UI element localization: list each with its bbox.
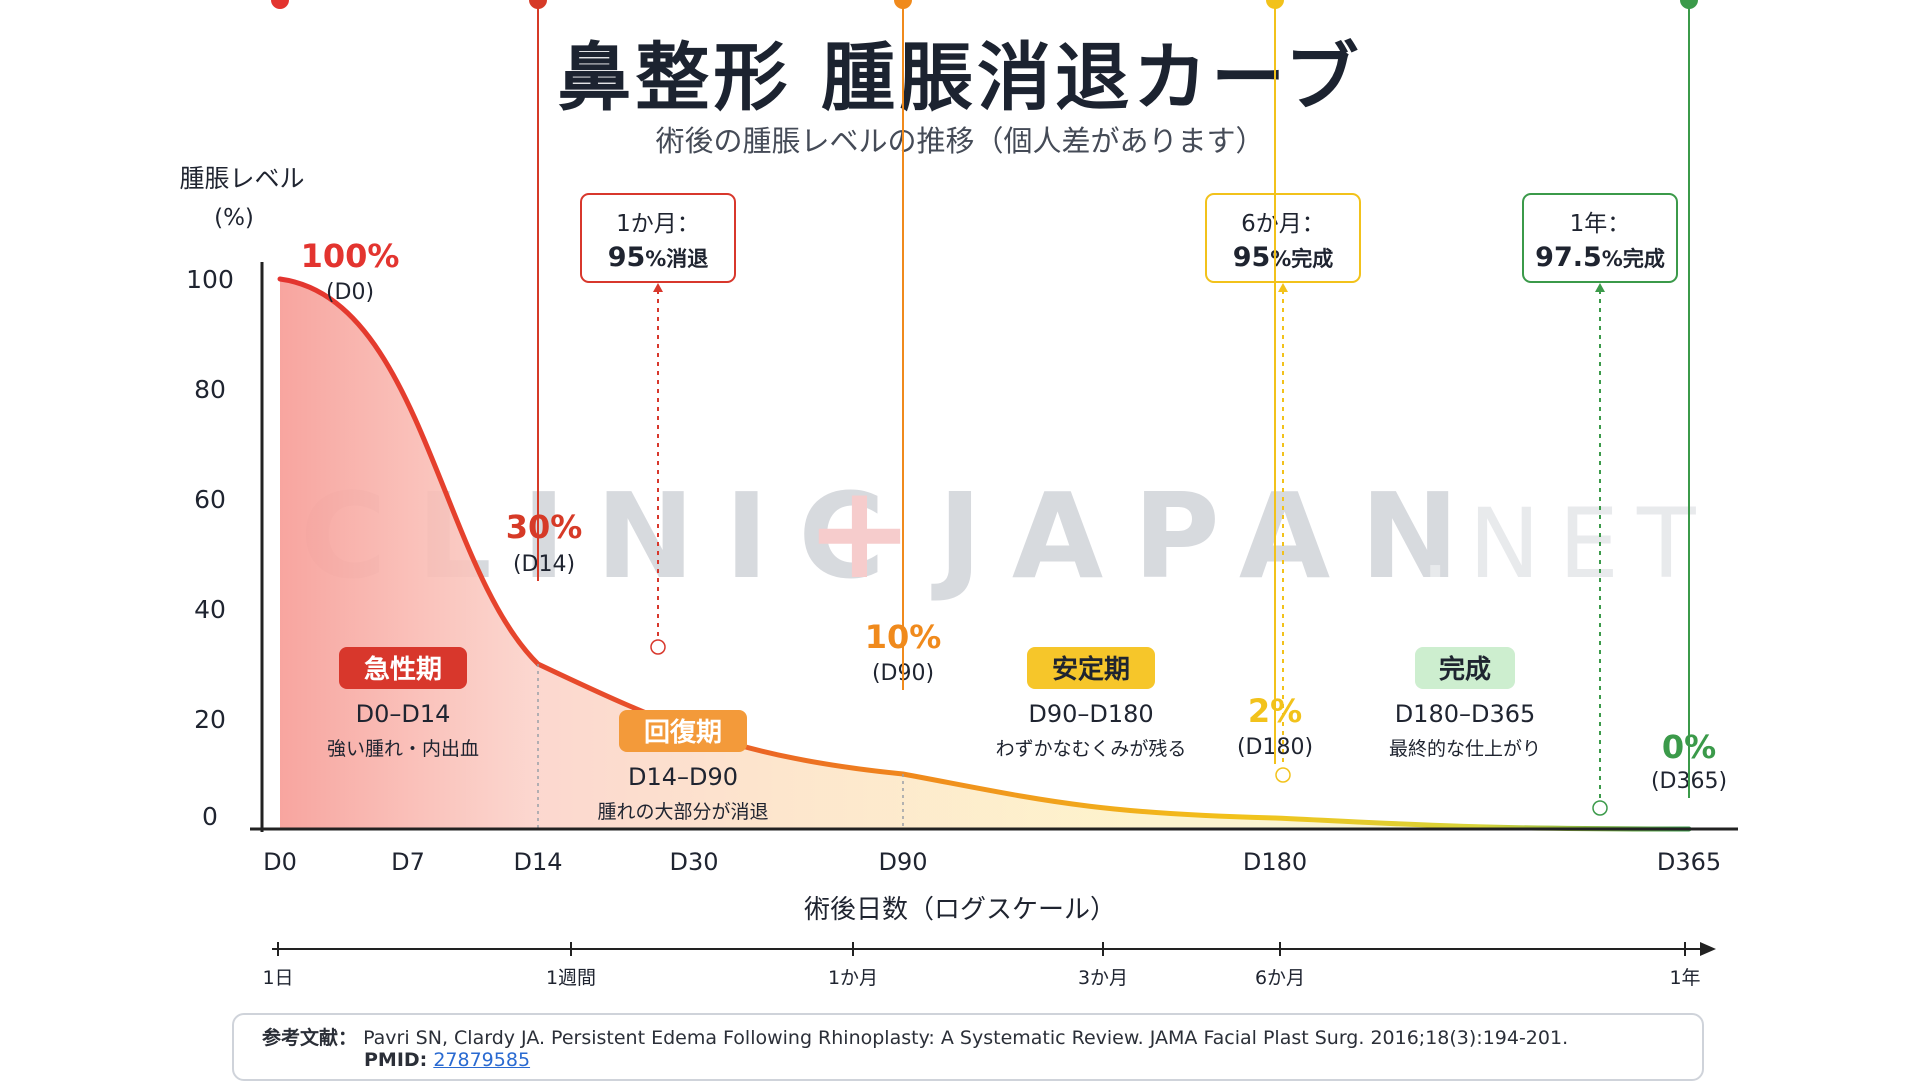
timeline-tick-label: 6か月 (1255, 967, 1305, 989)
chart-title: 鼻整形 腫脹消退カーブ (557, 35, 1363, 121)
milestone-heading: 1か月： (616, 211, 700, 237)
phase-range: D0–D14 (356, 700, 451, 728)
x-tick-label: D180 (1243, 848, 1307, 876)
x-tick-label: D30 (669, 848, 718, 876)
data-label: 100% (301, 237, 400, 275)
phase-description: 強い腫れ・内出血 (327, 738, 479, 760)
y-tick-label: 100 (186, 265, 234, 294)
data-point-group: 2%(D180) (1237, 0, 1313, 764)
phase-label: 急性期 D0–D14 強い腫れ・内出血 (327, 647, 479, 760)
y-axis-title-line2: (%) (214, 205, 254, 231)
phase-range: D14–D90 (628, 763, 738, 791)
milestone-arrow-icon (1278, 283, 1288, 292)
phase-badge (339, 647, 467, 689)
phase-label: 完成 D180–D365 最終的な仕上がり (1389, 647, 1541, 760)
phase-badge (1415, 647, 1515, 689)
milestone-box (580, 193, 736, 283)
pmid-label: PMID: (364, 1049, 428, 1071)
data-points: 100% (D0) 30% (D14) 10%(D90) 2%(D180) 0%(D365) (269, 0, 1727, 798)
data-label: 30% (506, 508, 583, 546)
milestone-value: 97.5%完成 (1535, 242, 1665, 273)
milestone-marker (1592, 800, 1608, 816)
milestone-callout: 1か月： 95%消退 (580, 193, 736, 655)
y-tick-label: 40 (194, 595, 226, 624)
watermark-text-net: .NET (1420, 488, 1714, 600)
data-point-group: 10%(D90) (865, 0, 941, 690)
phase-labels: 急性期 D0–D14 強い腫れ・内出血 回復期 D14–D90 腫れの大部分が消退 安定期 D… (327, 647, 1541, 823)
phase-badge (1027, 647, 1155, 689)
milestone-callout: 1年： 97.5%完成 (1522, 193, 1678, 816)
swelling-area (280, 279, 1689, 829)
y-tick-label: 0 (202, 802, 218, 831)
phase-label: 回復期 D14–D90 腫れの大部分が消退 (597, 710, 769, 823)
watermark: CLINIC + JAPAN .NET (300, 456, 1714, 608)
milestone-callouts: 1か月： 95%消退 6か月： 95%完成 1年： 97.5%完成 (580, 193, 1678, 816)
data-point-group: 0%(D365) (1651, 0, 1727, 798)
swelling-curve (277, 276, 1692, 832)
phase-description: わずかなむくみが残る (996, 738, 1187, 760)
phase-range: D180–D365 (1395, 700, 1536, 728)
reference-box: 参考文献： Pavri SN, Clardy JA. Persistent Ed… (232, 1013, 1704, 1081)
data-point-group: 100% (D0) (269, 0, 400, 305)
phase-badge-text: 急性期 (364, 655, 442, 685)
milestone-arrow-icon (1595, 283, 1605, 292)
x-tick-label: D365 (1657, 848, 1721, 876)
y-axis-title-line1: 腫脹レベル (179, 164, 304, 193)
data-sublabel: (D14) (513, 552, 575, 577)
milestone-arrow-icon (653, 283, 663, 292)
timeline-tick-label: 1年 (1669, 967, 1700, 989)
milestone-value: 95%消退 (608, 242, 709, 273)
data-point-group: 30% (D14) (506, 0, 583, 581)
milestone-box (1522, 193, 1678, 283)
timeline-tick-label: 1か月 (828, 967, 878, 989)
y-tick-labels: 0 20 40 60 80 100 (186, 265, 234, 831)
phase-description: 最終的な仕上がり (1389, 738, 1541, 760)
milestone-heading: 1年： (1570, 211, 1631, 237)
watermark-text-japan: JAPAN (931, 467, 1489, 605)
y-tick-label: 60 (194, 485, 226, 514)
phase-label: 安定期 D90–D180 わずかなむくみが残る (996, 647, 1187, 760)
x-axis-title: 術後日数（ログスケール） (804, 895, 1116, 925)
milestone-marker (1275, 767, 1291, 783)
phase-badge (619, 710, 747, 752)
milestone-marker (650, 639, 666, 655)
timeline-tick-label: 1週間 (546, 967, 596, 989)
milestone-box (1205, 193, 1361, 283)
x-tick-label: D14 (513, 848, 562, 876)
y-tick-label: 20 (194, 705, 226, 734)
watermark-plus: + (805, 456, 914, 608)
milestone-heading: 6か月： (1241, 211, 1325, 237)
x-tick-label: D0 (263, 848, 297, 876)
reference-line: 参考文献： Pavri SN, Clardy JA. Persistent Ed… (262, 1023, 1568, 1050)
pmid-line: PMID: 27879585 (364, 1049, 530, 1071)
timeline-tick-label: 3か月 (1078, 967, 1128, 989)
chart-subtitle: 術後の腫脹レベルの推移（個人差があります） (655, 124, 1265, 158)
milestone-value: 95%完成 (1233, 242, 1334, 273)
reference-label: 参考文献： (262, 1027, 358, 1049)
phase-description: 腫れの大部分が消退 (597, 801, 768, 823)
phase-badge-text: 完成 (1439, 654, 1491, 685)
timeline-ticks: 1日 1週間 1か月 3か月 6か月 1年 (262, 942, 1701, 989)
data-sublabel: (D0) (326, 280, 374, 305)
y-tick-label: 80 (194, 375, 226, 404)
x-tick-label: D7 (391, 848, 425, 876)
x-tick-label: D90 (878, 848, 927, 876)
phase-range: D90–D180 (1028, 700, 1153, 728)
data-point (269, 0, 291, 11)
timeline-arrow-icon (1700, 942, 1716, 956)
x-tick-labels: D0 D7 D14 D30 D90 D180 D365 (263, 848, 1721, 876)
timeline-tick-label: 1日 (262, 967, 293, 989)
milestone-callout: 6か月： 95%完成 (1205, 193, 1361, 783)
swelling-chart: CLINIC + JAPAN .NET 0 20 40 60 80 100 D0 D7 D14… (179, 0, 1738, 989)
phase-divider-lines (537, 664, 904, 829)
pmid-link[interactable]: 27879585 (433, 1049, 531, 1071)
phase-badge-text: 安定期 (1052, 654, 1130, 685)
reference-citation: Pavri SN, Clardy JA. Persistent Edema Fo… (363, 1027, 1569, 1049)
phase-badge-text: 回復期 (644, 717, 722, 748)
